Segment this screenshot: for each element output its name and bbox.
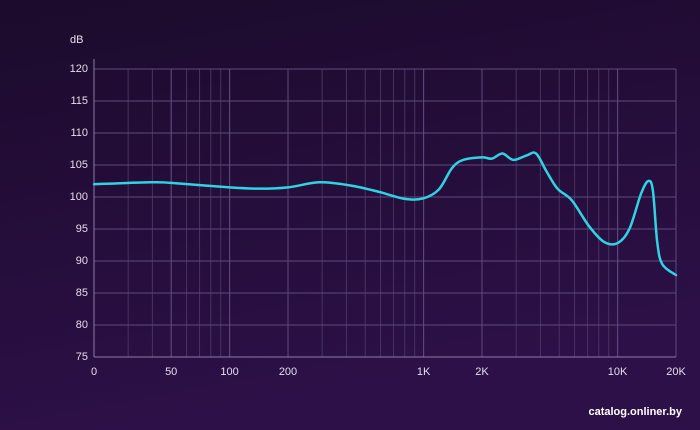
y-tick-label: 120 — [70, 63, 88, 75]
y-tick-label: 85 — [76, 287, 88, 299]
y-tick-label: 75 — [76, 351, 88, 363]
x-tick-label: 20K — [666, 366, 686, 378]
x-tick-label: 100 — [220, 366, 238, 378]
x-tick-label: 0 — [91, 366, 97, 378]
y-tick-label: 110 — [70, 127, 88, 139]
x-tick-label: 10K — [608, 366, 628, 378]
watermark: catalog.onliner.by — [588, 406, 682, 418]
y-axis-label: dB — [70, 34, 83, 46]
y-tick-label: 80 — [76, 319, 88, 331]
y-tick-label: 105 — [70, 159, 88, 171]
x-tick-label: 2K — [475, 366, 489, 378]
x-tick-label: 1K — [417, 366, 431, 378]
y-tick-label: 115 — [70, 95, 88, 107]
x-tick-label: 50 — [165, 366, 177, 378]
response-curve — [92, 151, 678, 277]
y-tick-label: 100 — [70, 191, 88, 203]
y-tick-label: 90 — [76, 255, 88, 267]
x-tick-label: 200 — [279, 366, 297, 378]
y-tick-label: 95 — [76, 223, 88, 235]
